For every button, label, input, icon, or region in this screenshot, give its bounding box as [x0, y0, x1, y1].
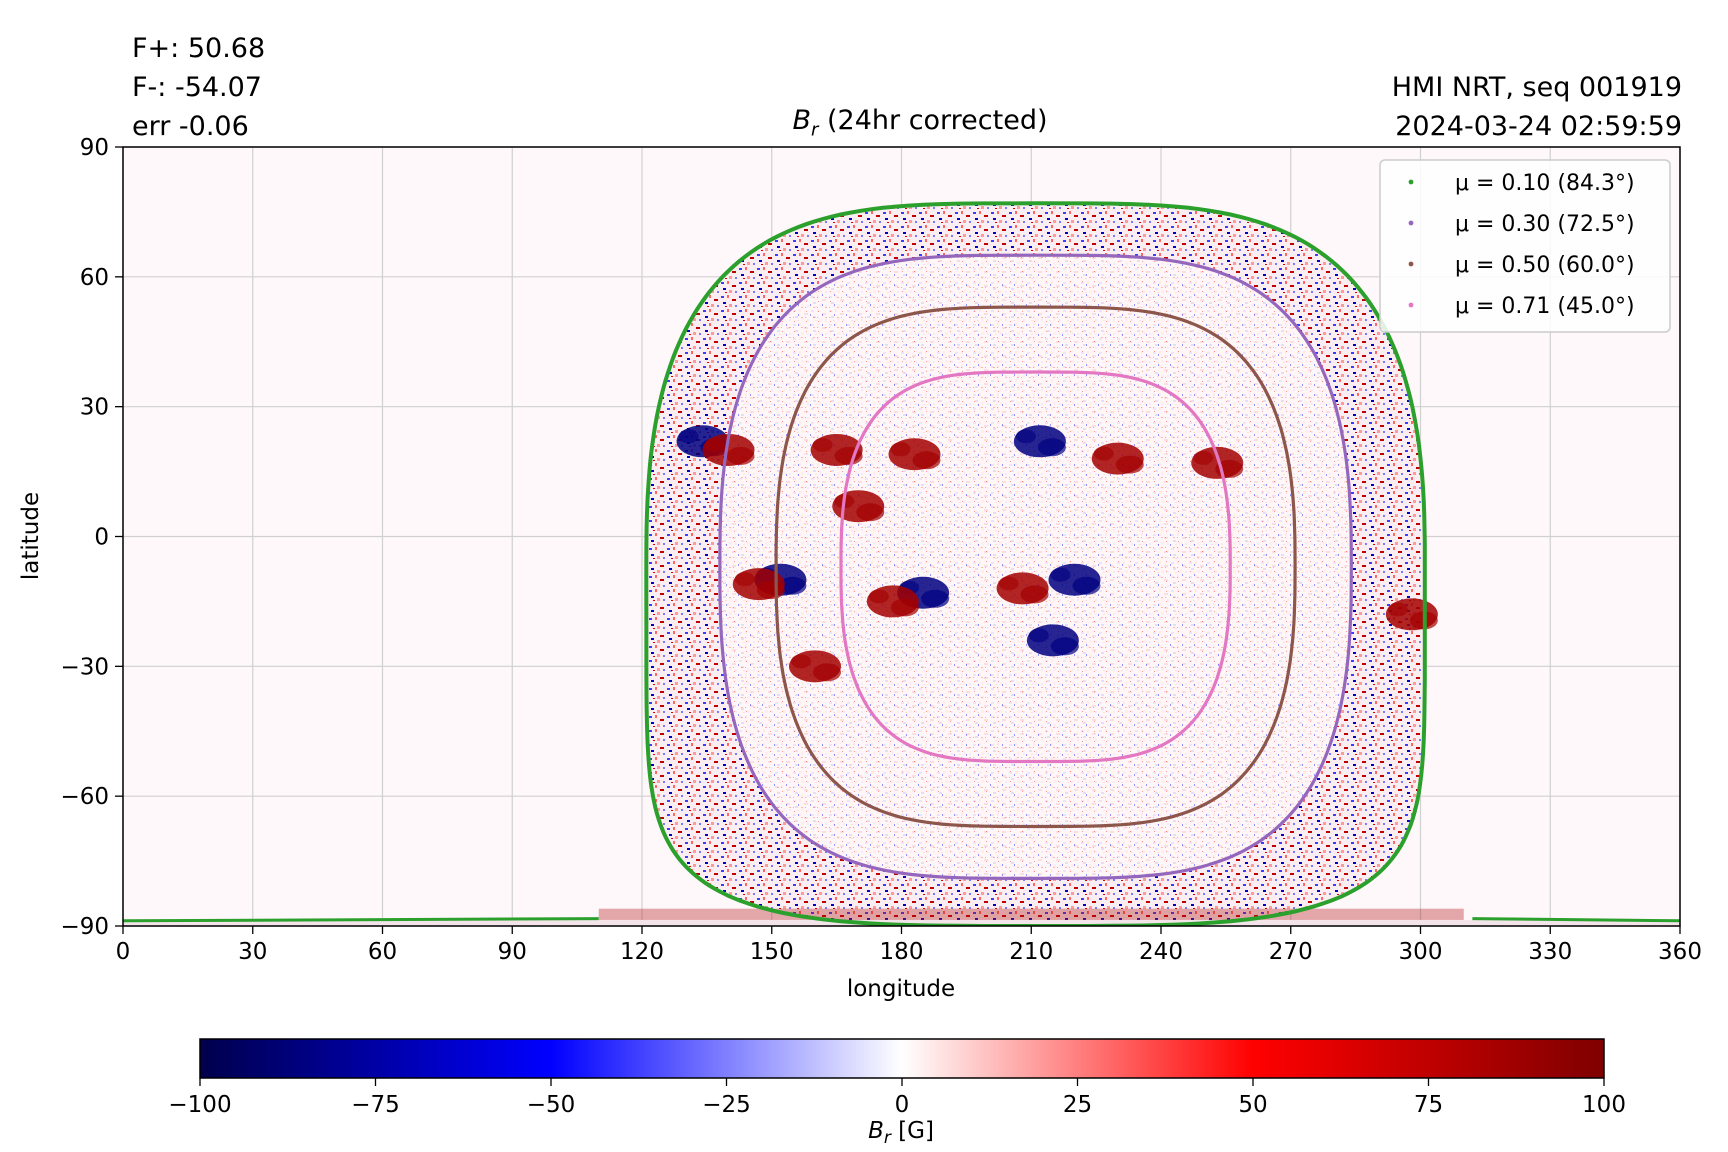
active-region-fragment — [1020, 585, 1049, 604]
inner-disk-fill — [719, 255, 1352, 879]
active-region-fragment — [1050, 567, 1071, 582]
x-tick-label: 360 — [1658, 939, 1702, 965]
mu-contour-layer — [123, 201, 1680, 926]
colorbar-tick-label: 0 — [895, 1092, 910, 1118]
active-region-fragment — [1028, 628, 1049, 643]
active-region-fragment — [1072, 576, 1101, 595]
colorbar — [199, 1038, 1605, 1079]
legend: μ = 0.10 (84.3°) μ = 0.30 (72.5°) μ = 0.50… — [1379, 159, 1671, 333]
legend-label: μ = 0.71 (45.0°) — [1455, 294, 1635, 319]
colorbar-label: Br [G] — [868, 1118, 934, 1148]
active-region-fragment — [812, 437, 833, 452]
x-tick-label: 60 — [368, 939, 397, 965]
title-rest: (24hr corrected) — [818, 105, 1048, 136]
active-region-fragment — [890, 598, 919, 617]
mu-contour-line — [718, 253, 1353, 881]
y-tick-label: 0 — [94, 525, 109, 551]
colorbar-tick-label: −75 — [351, 1092, 400, 1118]
colorbar-tick-label: −25 — [702, 1092, 751, 1118]
active-region-fragment — [1037, 438, 1066, 457]
active-region-fragment — [921, 589, 950, 608]
x-tick-label: 30 — [238, 939, 267, 965]
active-region-fragment — [734, 572, 755, 587]
active-region-fragment — [1115, 455, 1144, 474]
legend-marker — [1408, 302, 1414, 308]
active-region-fragment — [791, 654, 811, 669]
active-region-fragment — [1387, 602, 1408, 617]
mu-contour-line — [774, 305, 1297, 829]
instrument-label: HMI NRT, seq 001919 — [1391, 72, 1682, 103]
flux-error-label: err -0.06 — [132, 111, 249, 142]
y-tick-label: −30 — [60, 654, 109, 680]
x-tick-label: 240 — [1139, 939, 1183, 965]
x-tick-label: 0 — [116, 939, 131, 965]
active-region-fragment — [912, 451, 941, 470]
flux-negative-label: F-: -54.07 — [132, 72, 262, 103]
active-region-fragment — [998, 576, 1019, 591]
y-tick-label: −90 — [60, 914, 109, 940]
x-axis-ticks: 0 30 60 90 120 150 180 210 240 270 300 330 360 — [116, 926, 1702, 965]
legend-box — [1379, 159, 1671, 333]
mu-contour-tail-right — [1472, 917, 1680, 923]
y-tick-label: 60 — [80, 265, 109, 291]
y-axis-label: latitude — [18, 492, 44, 580]
y-tick-label: −60 — [60, 784, 109, 810]
colorbar-label-unit: [G] — [891, 1118, 934, 1144]
active-region-fragment — [868, 589, 889, 604]
legend-marker — [1408, 179, 1414, 185]
legend-label: μ = 0.50 (60.0°) — [1455, 253, 1635, 278]
legend-marker — [1408, 261, 1414, 267]
active-region-fragment — [834, 446, 863, 465]
active-region-fragment — [1050, 637, 1079, 656]
y-tick-label: 90 — [80, 135, 109, 161]
x-tick-label: 300 — [1399, 939, 1443, 965]
x-axis-label: longitude — [847, 976, 955, 1002]
active-region-fragment — [1015, 429, 1036, 444]
mu-contour-line — [644, 201, 1427, 926]
legend-label: μ = 0.30 (72.5°) — [1455, 212, 1635, 237]
mu-contour-tail-left — [123, 917, 599, 923]
colorbar-tick-label: 75 — [1414, 1092, 1443, 1118]
chart-title: Br (24hr corrected) — [792, 107, 1047, 139]
active-region-fragment — [726, 446, 755, 465]
active-region-fragment — [856, 503, 885, 522]
colorbar-ticks: −100 −75 −50 −25 0 25 50 75 100 — [168, 1078, 1626, 1118]
legend-label: μ = 0.10 (84.3°) — [1455, 171, 1635, 196]
active-region-fragment — [813, 663, 841, 682]
title-variable: B — [792, 105, 812, 136]
x-tick-label: 270 — [1269, 939, 1313, 965]
colorbar-tick-label: 25 — [1063, 1092, 1092, 1118]
y-axis-ticks: 90 60 30 0 −30 −60 −90 — [60, 135, 123, 940]
active-region-fragment — [890, 442, 911, 457]
mu-contour-line — [839, 370, 1232, 764]
y-tick-label: 30 — [80, 395, 109, 421]
x-tick-label: 120 — [620, 939, 664, 965]
x-tick-label: 150 — [750, 939, 794, 965]
colorbar-label-sub: r — [884, 1128, 892, 1148]
active-region-fragment — [678, 429, 699, 444]
active-region-fragment — [1193, 450, 1214, 465]
flux-positive-label: F+: 50.68 — [132, 33, 266, 64]
x-tick-label: 90 — [498, 939, 527, 965]
active-region-fragment — [778, 576, 807, 595]
colorbar-tick-label: 50 — [1238, 1092, 1267, 1118]
colorbar-tick-label: −50 — [527, 1092, 576, 1118]
active-region-fragment — [756, 581, 785, 600]
timestamp-label: 2024-03-24 02:59:59 — [1395, 111, 1682, 142]
active-region-layer — [676, 425, 1438, 683]
active-region-fragment — [1093, 446, 1114, 461]
x-tick-label: 210 — [1009, 939, 1053, 965]
x-tick-label: 330 — [1528, 939, 1572, 965]
colorbar-label-var: B — [868, 1118, 884, 1144]
colorbar-tick-label: 100 — [1582, 1092, 1626, 1118]
colorbar-tick-label: −100 — [168, 1092, 231, 1118]
active-region-fragment — [704, 437, 725, 452]
x-tick-label: 180 — [880, 939, 924, 965]
legend-marker — [1408, 220, 1414, 226]
title-subscript: r — [811, 119, 819, 141]
